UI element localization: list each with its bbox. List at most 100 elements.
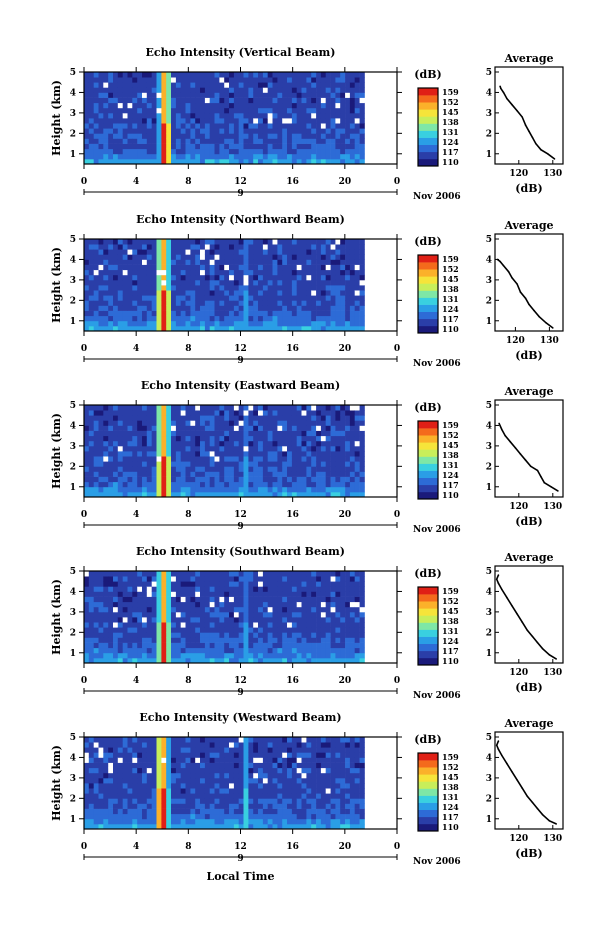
heatmap-cell xyxy=(122,798,128,804)
avg-y-tick-label: 5 xyxy=(486,401,492,411)
heatmap-cell xyxy=(214,657,220,664)
heatmap-cell xyxy=(267,158,273,165)
heatmap-cell xyxy=(127,138,133,144)
heatmap-cell xyxy=(166,481,172,488)
heatmap-cell xyxy=(214,269,220,276)
heatmap-cell xyxy=(127,783,133,789)
heatmap-cell xyxy=(171,777,177,784)
heatmap-cell xyxy=(238,269,244,276)
heatmap-cell xyxy=(113,102,119,109)
heatmap-cell xyxy=(238,102,244,109)
heatmap-cell xyxy=(311,591,317,597)
heatmap-cell xyxy=(137,138,143,144)
heatmap-cell xyxy=(243,77,249,83)
heatmap-cell xyxy=(282,430,288,437)
heatmap-cell xyxy=(175,788,182,794)
heatmap-cell xyxy=(200,601,206,608)
heatmap-cell xyxy=(137,279,143,286)
y-tick-label: 5 xyxy=(70,68,76,78)
colorbar-swatch xyxy=(418,622,438,630)
heatmap-cell xyxy=(142,481,148,488)
heatmap-cell xyxy=(151,264,157,271)
heatmap-cell xyxy=(224,158,230,165)
heatmap-cell xyxy=(156,97,162,104)
heatmap-cell xyxy=(180,476,186,483)
heatmap-cell xyxy=(156,611,162,618)
heatmap-cell xyxy=(146,762,152,769)
heatmap-cell xyxy=(103,576,109,582)
heatmap-cell xyxy=(359,305,365,311)
heatmap-cell xyxy=(180,305,186,311)
heatmap-cell xyxy=(214,107,220,114)
heatmap-cell xyxy=(349,143,356,150)
heatmap-cell xyxy=(98,315,104,322)
heatmap-cell xyxy=(127,491,133,498)
heatmap-cell xyxy=(291,617,298,623)
heatmap-cell xyxy=(103,112,109,119)
heatmap-cell xyxy=(103,430,109,437)
heatmap-cell xyxy=(93,486,99,493)
heatmap-cell xyxy=(320,290,327,296)
heatmap-cell xyxy=(219,466,225,472)
heatmap-cell xyxy=(127,813,133,820)
heatmap-cell xyxy=(122,138,128,144)
y-tick-label: 4 xyxy=(70,587,76,597)
heatmap-cell xyxy=(301,112,307,119)
colorbar-unit: (dB) xyxy=(414,68,441,81)
heatmap-cell xyxy=(88,123,94,129)
heatmap-cell xyxy=(296,606,302,613)
heatmap-cell xyxy=(349,657,356,664)
heatmap-cell xyxy=(171,420,177,426)
heatmap-cell xyxy=(209,72,215,78)
heatmap-cell xyxy=(345,123,351,129)
heatmap-cell xyxy=(132,425,138,431)
heatmap-cell xyxy=(301,97,307,104)
day-label: 9 xyxy=(237,189,243,199)
heatmap-cell xyxy=(219,290,225,296)
heatmap-cell xyxy=(190,647,196,654)
heatmap-cell xyxy=(137,632,143,638)
heatmap-cell xyxy=(330,128,336,134)
heatmap-cell xyxy=(98,737,104,743)
heatmap-cell xyxy=(166,440,172,447)
heatmap-cell xyxy=(156,112,162,119)
heatmap-cell xyxy=(113,279,119,286)
heatmap-cell xyxy=(224,627,230,633)
heatmap-cell xyxy=(185,77,191,83)
heatmap-cell xyxy=(195,647,201,654)
heatmap-cell xyxy=(132,300,138,306)
heatmap-cell xyxy=(306,420,312,426)
heatmap-cell xyxy=(146,617,152,623)
heatmap-cell xyxy=(88,652,94,659)
heatmap-cell xyxy=(311,123,317,129)
heatmap-cell xyxy=(287,456,293,462)
heatmap-cell xyxy=(277,249,283,255)
heatmap-cell xyxy=(180,279,186,286)
date-label: Nov 2006 xyxy=(413,525,461,535)
heatmap-cell xyxy=(195,285,201,291)
heatmap-cell xyxy=(113,571,119,577)
colorbar-swatch xyxy=(418,428,438,436)
heatmap-cell xyxy=(166,158,172,165)
heatmap-cell xyxy=(359,476,365,483)
heatmap-cell xyxy=(108,107,114,114)
heatmap-cell xyxy=(272,325,278,332)
heatmap-cell xyxy=(243,107,249,114)
heatmap-cell xyxy=(132,153,138,160)
heatmap-cell xyxy=(277,244,283,250)
heatmap-cell xyxy=(103,622,109,628)
heatmap-cell xyxy=(229,254,235,260)
heatmap-cell xyxy=(161,627,167,633)
heatmap-cell xyxy=(127,777,133,784)
heatmap-cell xyxy=(151,290,157,296)
heatmap-cell xyxy=(151,259,157,265)
heatmap-cell xyxy=(248,239,254,245)
heatmap-cell xyxy=(238,451,244,457)
heatmap-cell xyxy=(287,652,293,659)
heatmap-cell xyxy=(180,300,186,306)
heatmap-cell xyxy=(325,466,331,472)
heatmap-cell xyxy=(262,435,269,442)
heatmap-cell xyxy=(214,606,220,613)
